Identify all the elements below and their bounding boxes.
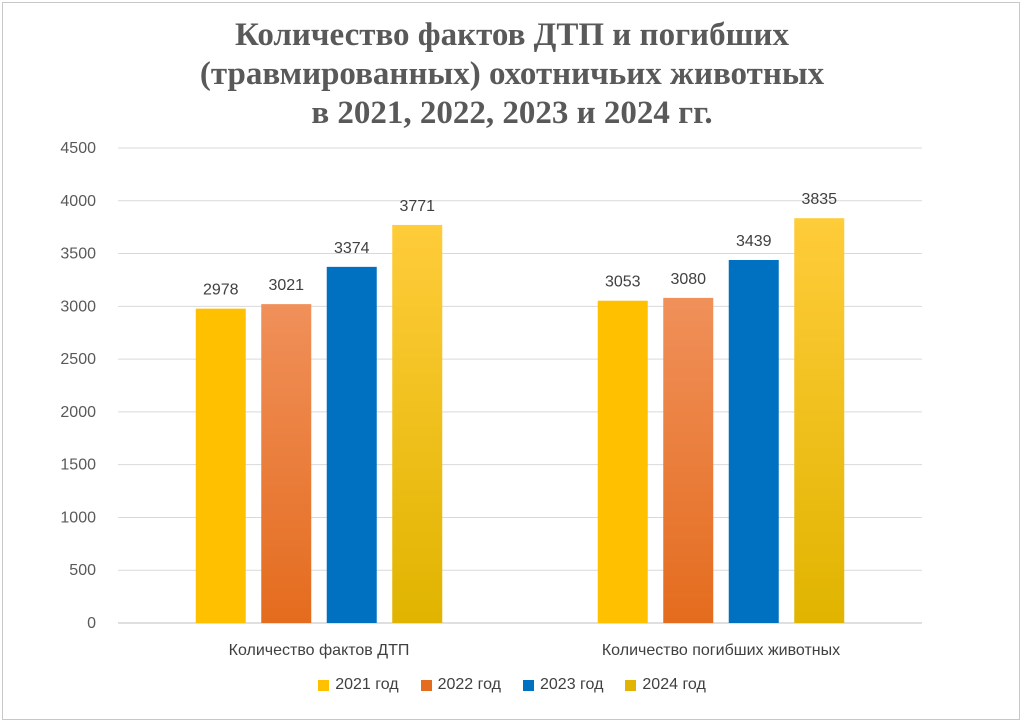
chart-title-line-3: в 2021, 2022, 2023 и 2024 гг. (311, 95, 713, 131)
bar-2023-год-0 (326, 266, 377, 623)
y-tick-label: 3500 (60, 246, 96, 263)
legend-item: 2021 год (318, 676, 399, 694)
data-label: 2978 (203, 282, 239, 299)
bars (195, 218, 845, 623)
legend-label: 2022 год (437, 676, 501, 693)
y-tick-label: 3000 (60, 298, 96, 315)
bar-2021-год-0 (195, 308, 246, 623)
bar-2024-год-1 (794, 218, 845, 623)
x-axis-categories: Количество фактов ДТП Количество погибших… (229, 642, 840, 659)
data-label: 3835 (801, 191, 837, 208)
legend-swatch-icon (318, 679, 330, 691)
data-label: 3439 (736, 233, 772, 250)
data-label: 3080 (670, 271, 706, 288)
data-label: 3771 (399, 198, 435, 215)
legend-label: 2021 год (335, 676, 399, 693)
category-label: Количество погибших животных (602, 642, 840, 659)
y-tick-label: 2000 (60, 404, 96, 421)
bar-2021-год-1 (597, 300, 648, 623)
gridlines (118, 147, 922, 624)
legend-swatch-icon (523, 679, 534, 691)
y-tick-label: 4500 (60, 140, 96, 157)
category-label: Количество фактов ДТП (229, 642, 410, 659)
bar-2022-год-0 (261, 304, 312, 623)
legend: 2021 год 2022 год 2023 год 2024 год (0, 676, 1024, 694)
y-tick-label: 4000 (60, 193, 96, 210)
y-tick-label: 0 (87, 615, 96, 632)
data-label: 3021 (268, 277, 304, 294)
y-tick-label: 1500 (60, 457, 96, 474)
y-tick-label: 500 (69, 562, 96, 579)
y-axis-ticks: 0 500 1000 1500 2000 2500 3000 3500 4000 4500 (60, 140, 96, 632)
legend-item: 2022 год (420, 676, 501, 694)
bar-2023-год-1 (728, 259, 779, 623)
y-tick-label: 2500 (60, 351, 96, 368)
bar-2022-год-1 (663, 297, 714, 623)
y-tick-label: 1000 (60, 509, 96, 526)
legend-label: 2023 год (540, 676, 604, 693)
bar-2024-год-0 (392, 224, 443, 623)
legend-swatch-icon (420, 679, 432, 691)
legend-item: 2023 год (523, 676, 603, 694)
data-labels: 2978 3021 3374 3771 3053 3080 3439 3835 (203, 191, 837, 298)
chart-title-line-1: Количество фактов ДТП и погибших (235, 17, 789, 53)
data-label: 3374 (334, 240, 370, 257)
chart-title-line-2: (травмированных) охотничьих животных (199, 56, 825, 92)
legend-item: 2024 год (625, 676, 706, 694)
legend-label: 2024 год (642, 676, 706, 693)
data-label: 3053 (605, 274, 641, 291)
chart-title: Количество фактов ДТП и погибших (травми… (0, 16, 1024, 133)
legend-swatch-icon (625, 679, 637, 691)
